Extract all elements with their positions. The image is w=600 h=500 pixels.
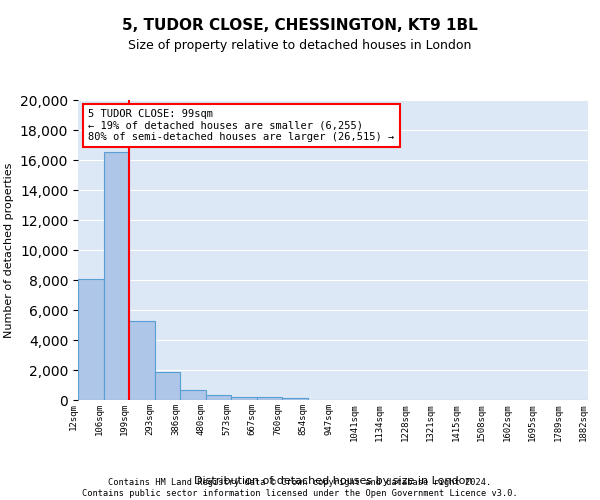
Text: 12sqm: 12sqm xyxy=(69,403,78,430)
Text: 1228sqm: 1228sqm xyxy=(401,403,409,440)
Text: 1602sqm: 1602sqm xyxy=(503,403,511,440)
Text: 106sqm: 106sqm xyxy=(95,403,104,435)
Text: 947sqm: 947sqm xyxy=(324,403,333,435)
Text: 5, TUDOR CLOSE, CHESSINGTON, KT9 1BL: 5, TUDOR CLOSE, CHESSINGTON, KT9 1BL xyxy=(122,18,478,32)
Bar xyxy=(78,279,104,400)
Text: 1134sqm: 1134sqm xyxy=(375,403,384,440)
Text: 667sqm: 667sqm xyxy=(248,403,257,435)
Text: 1041sqm: 1041sqm xyxy=(349,403,359,440)
Text: 854sqm: 854sqm xyxy=(299,403,308,435)
Text: 293sqm: 293sqm xyxy=(146,403,155,435)
Bar xyxy=(155,372,180,400)
Text: Contains HM Land Registry data © Crown copyright and database right 2024.
Contai: Contains HM Land Registry data © Crown c… xyxy=(82,478,518,498)
Text: 1321sqm: 1321sqm xyxy=(426,403,435,440)
Text: 1882sqm: 1882sqm xyxy=(579,403,588,440)
Bar xyxy=(205,396,231,400)
Text: 199sqm: 199sqm xyxy=(120,403,129,435)
Text: 480sqm: 480sqm xyxy=(197,403,205,435)
Y-axis label: Number of detached properties: Number of detached properties xyxy=(4,162,14,338)
Bar xyxy=(104,152,129,400)
Text: 5 TUDOR CLOSE: 99sqm
← 19% of detached houses are smaller (6,255)
80% of semi-de: 5 TUDOR CLOSE: 99sqm ← 19% of detached h… xyxy=(88,109,394,142)
Bar xyxy=(129,320,155,400)
Bar xyxy=(180,390,205,400)
Text: Size of property relative to detached houses in London: Size of property relative to detached ho… xyxy=(128,40,472,52)
Bar xyxy=(231,397,257,400)
X-axis label: Distribution of detached houses by size in London: Distribution of detached houses by size … xyxy=(194,476,472,486)
Text: 1415sqm: 1415sqm xyxy=(452,403,461,440)
Text: 1789sqm: 1789sqm xyxy=(554,403,563,440)
Bar xyxy=(257,397,282,400)
Bar xyxy=(282,398,308,400)
Text: 386sqm: 386sqm xyxy=(171,403,180,435)
Text: 573sqm: 573sqm xyxy=(222,403,231,435)
Text: 1508sqm: 1508sqm xyxy=(477,403,486,440)
Text: 760sqm: 760sqm xyxy=(273,403,282,435)
Text: 1695sqm: 1695sqm xyxy=(528,403,537,440)
